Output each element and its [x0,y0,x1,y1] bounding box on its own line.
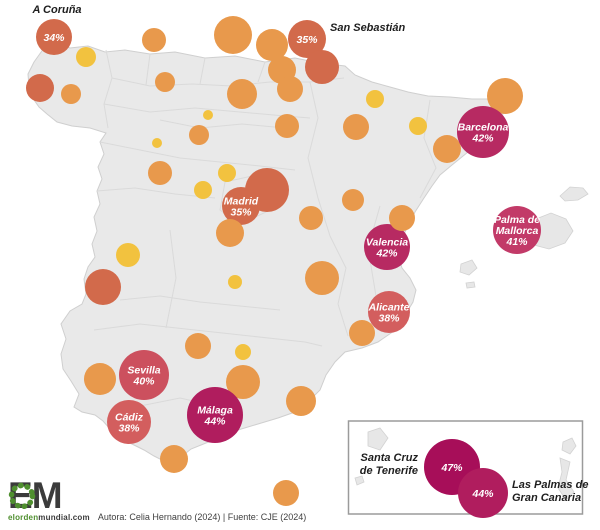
valencia-label: Valencia 42% [366,237,408,260]
canary-islands [354,427,577,501]
city-bubble [273,480,299,506]
city-bubble-sevilla [119,350,169,400]
city-bubble [185,333,211,359]
city-bubble [275,114,299,138]
eom-logo-dotted-o-icon [8,482,36,510]
city-bubble [235,344,251,360]
city-bubble [409,117,427,135]
city-bubble [256,29,288,61]
city-bubble [228,275,242,289]
alicante-label: Alicante 38% [368,302,410,325]
madrid-label: Madrid 35% [224,196,259,219]
city-bubble [226,365,260,399]
city-bubble [286,386,316,416]
a-coruna-label: 34% [43,32,65,44]
city-bubble [349,320,375,346]
city-bubble-madrid [222,187,260,225]
map-label: San Sebastián [330,22,405,34]
balearic-islands [459,186,589,289]
city-bubble [216,219,244,247]
eom-logo-letter-m: M [31,475,63,516]
attribution-text: Autora: Celia Hernando (2024) | Fuente: … [97,512,307,522]
spain-peninsula [27,43,513,468]
city-bubble-a-coruna [36,19,72,55]
barcelona-label: Barcelona 42% [458,122,509,145]
city-bubble [366,90,384,108]
city-bubble-valencia [364,224,410,270]
san-sebastian-label: 35% [296,34,318,46]
cadiz-label: Cádiz 38% [115,412,144,435]
city-bubble [189,125,209,145]
city-bubble [299,206,323,230]
city-bubble [160,445,188,473]
eom-logo: E M [8,475,568,516]
city-bubble-malaga [187,387,243,443]
city-bubble [305,261,339,295]
city-bubble [218,164,236,182]
city-bubble [142,28,166,52]
city-bubble [155,72,175,92]
city-bubble [194,181,212,199]
map-label: A Coruña [31,4,81,16]
city-bubble [389,205,415,231]
city-bubble [433,135,461,163]
city-bubbles-layer: 34% 35% Barcelona 42% Madrid 35% Valencia 42% Pa… [26,16,541,518]
city-bubble [487,78,523,114]
santa-cruz-de-tenerife-label: 47% [440,462,463,474]
city-bubble-las-palmas-de-gran-canaria [458,468,508,518]
city-bubble [152,138,162,148]
city-bubble [214,16,252,54]
city-bubble [227,79,257,109]
city-bubble [85,269,121,305]
sevilla-label: Sevilla 40% [127,365,160,388]
city-bubble [203,110,213,120]
map-label: Santa Cruz de Tenerife [360,452,419,477]
city-bubble [305,50,339,84]
city-bubble-barcelona [457,106,509,158]
eom-domain: elordenmundial.com [8,513,90,522]
city-bubble-san-sebastian [288,20,326,58]
city-bubble [84,363,116,395]
city-bubble [148,161,172,185]
map-labels-layer: A Coruña San Sebastián Santa Cruz de Teneri… [31,4,588,504]
las-palmas-de-gran-canaria-label: 44% [471,488,494,500]
city-bubble-palma-de-mallorca [493,206,541,254]
city-bubble [342,189,364,211]
city-bubble [116,243,140,267]
city-bubble-alicante [368,291,410,333]
city-bubble [277,76,303,102]
city-bubble-cadiz [107,400,151,444]
city-bubble [76,47,96,67]
palma-de-mallorca-label: Palma de Mallorca 41% [494,214,540,248]
city-bubble [343,114,369,140]
city-bubble [26,74,54,102]
city-bubble [61,84,81,104]
map-label: Las Palmas de Gran Canaria [512,479,588,504]
footer: E M elordenmundial.com Autora: Celia Her… [8,475,568,522]
malaga-label: Málaga 44% [197,405,233,428]
